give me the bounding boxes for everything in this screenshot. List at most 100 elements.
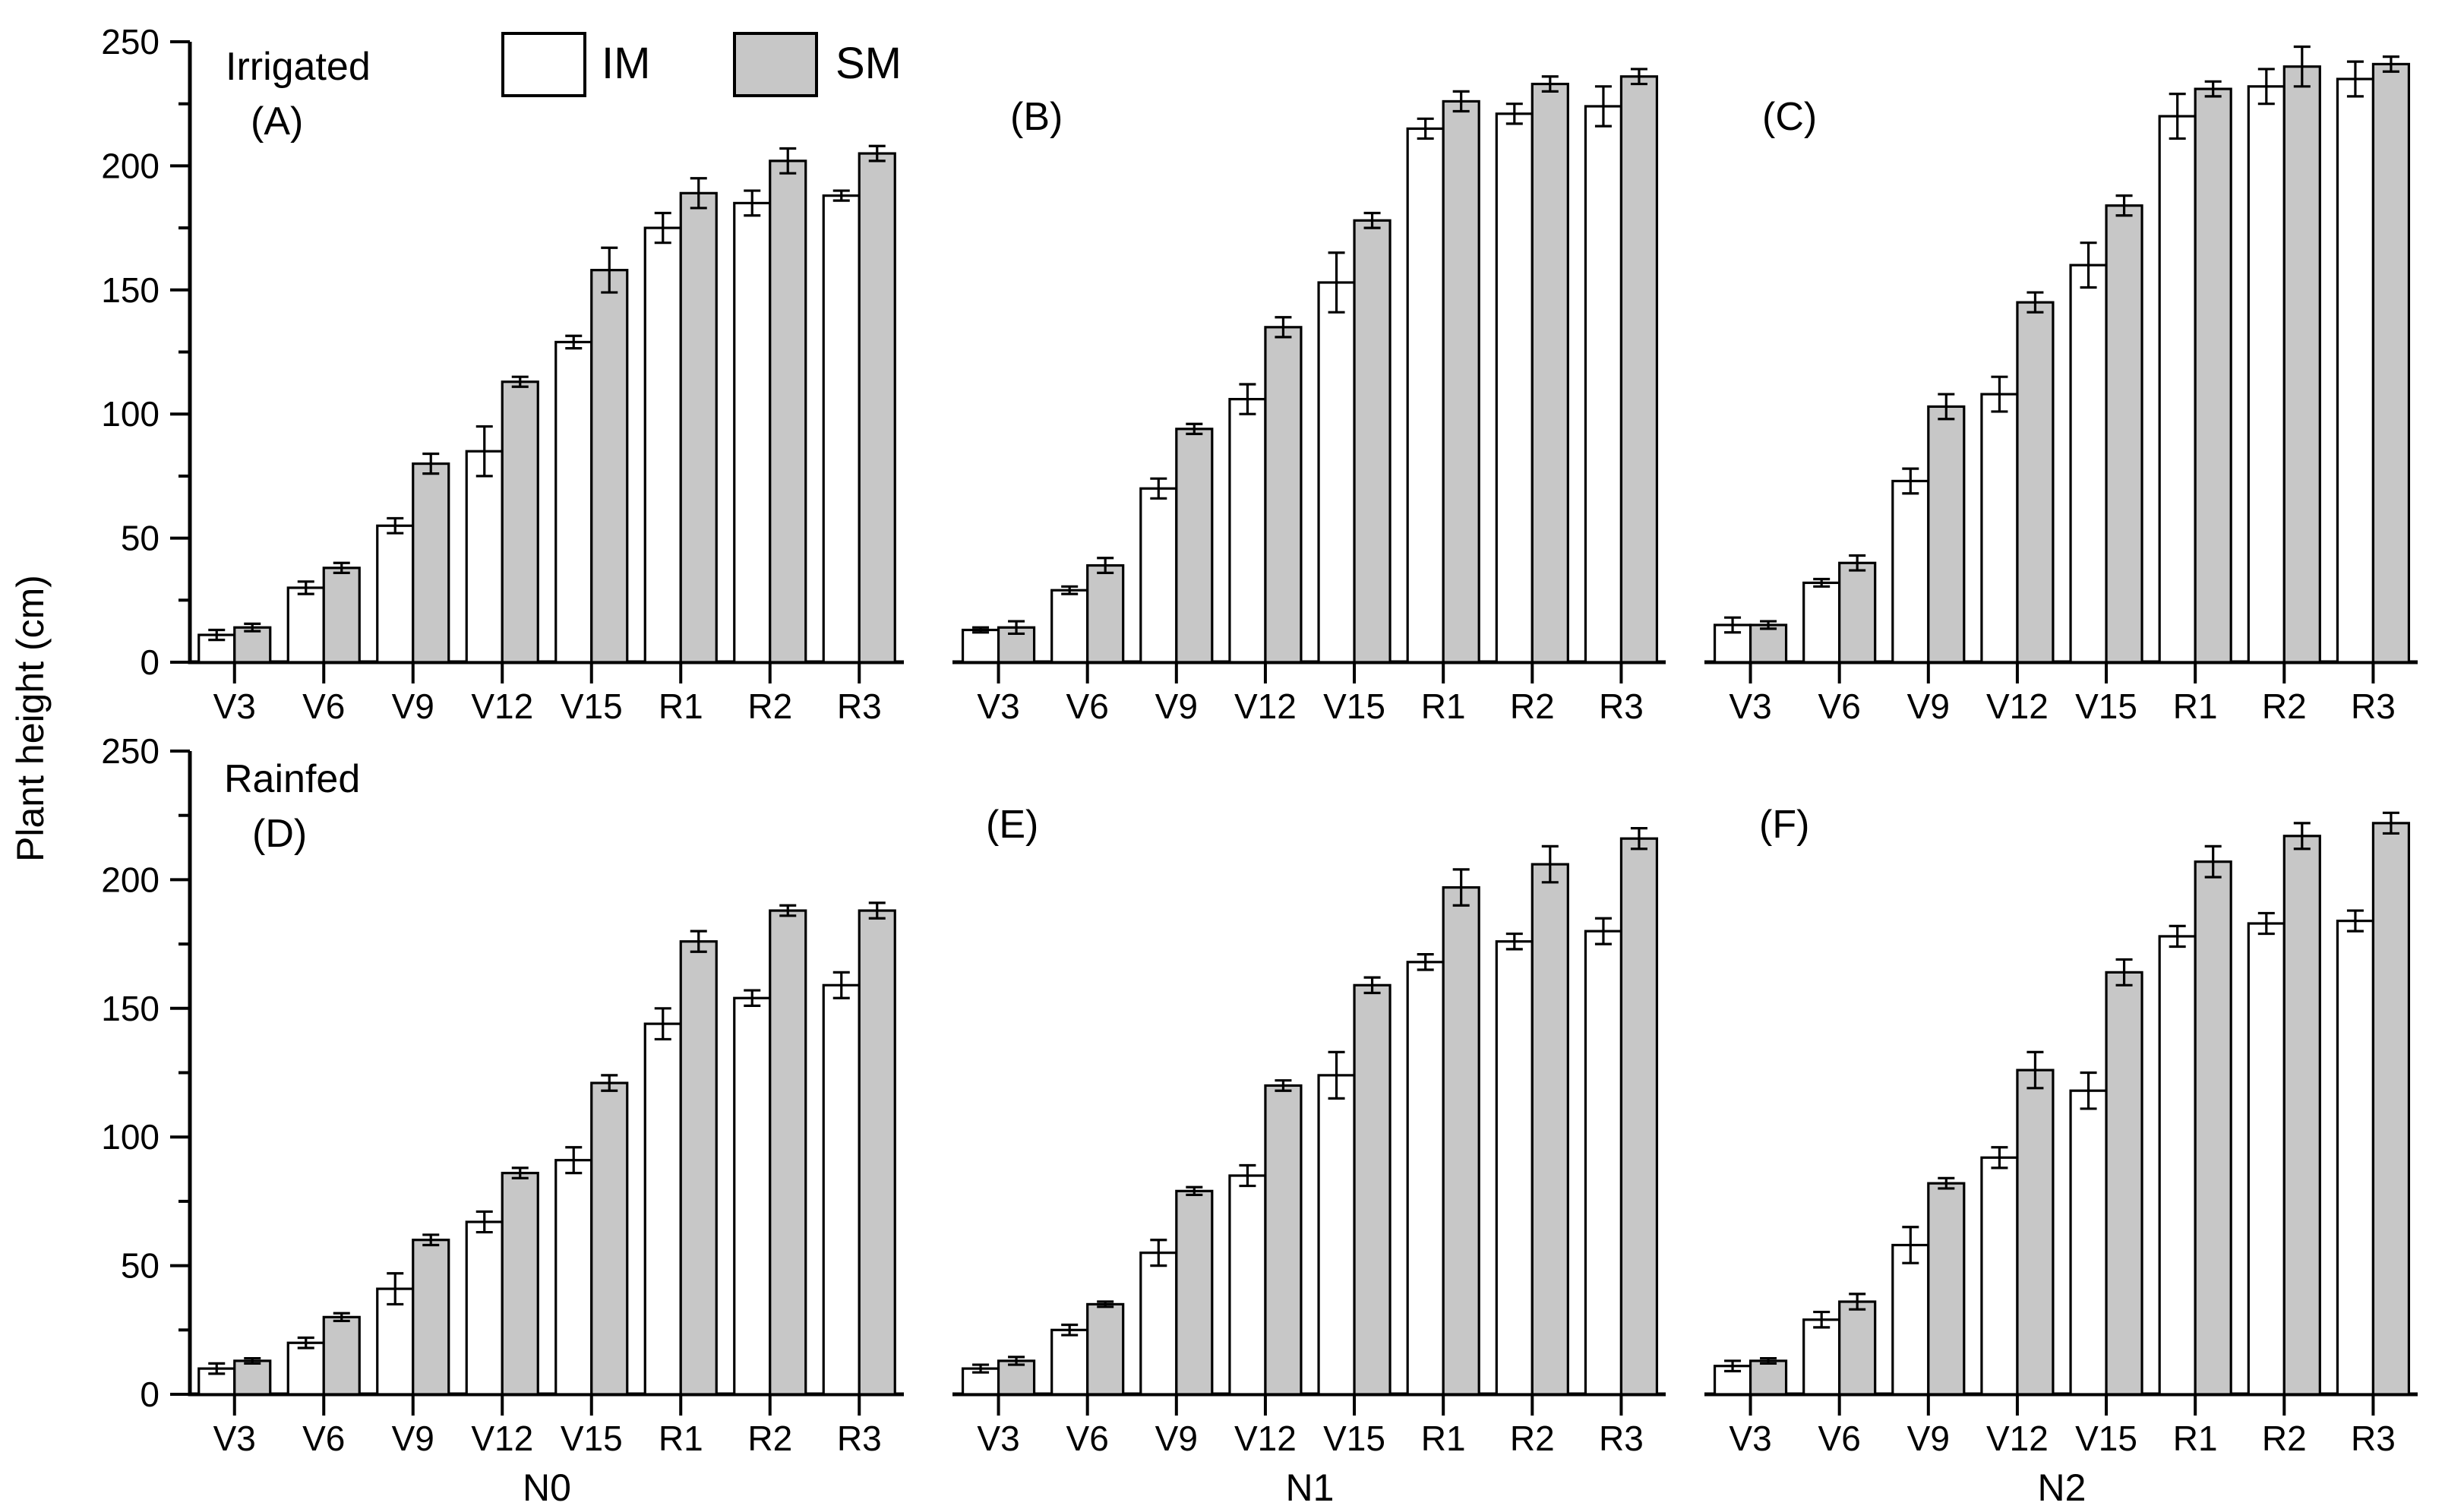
bar-im-v9 [1891, 479, 1930, 664]
error-bars [208, 144, 886, 642]
bar-im-v12 [1228, 397, 1267, 664]
svg-text:150: 150 [101, 270, 160, 310]
bar-sm-v9 [412, 462, 450, 664]
bar-im-v3 [961, 628, 1000, 664]
panel-c-chart: V3 V6 V9 V12 V15 R1 R2 R3 [1704, 45, 2418, 726]
axes [952, 1392, 1666, 1416]
svg-text:V3: V3 [1729, 687, 1771, 726]
bar-sm-r3 [858, 152, 896, 664]
svg-text:0: 0 [140, 1375, 160, 1414]
svg-text:V3: V3 [1729, 1419, 1771, 1458]
bar-sm-v12 [1264, 1084, 1303, 1396]
bar-sm-r2 [2282, 835, 2321, 1396]
axis-tick-labels: V3 V6 V9 V12 V15 R1 R2 R3 [1729, 687, 2395, 726]
svg-text:V6: V6 [1066, 1419, 1109, 1458]
bar-sm-r2 [1530, 82, 1569, 664]
svg-text:R3: R3 [837, 687, 882, 726]
panel-letter-e: (E) [986, 803, 1039, 847]
svg-text:V9: V9 [1155, 1419, 1198, 1458]
bar-im-v9 [1891, 1243, 1930, 1396]
svg-text:0: 0 [140, 642, 160, 682]
bar-sm-v15 [2105, 971, 2143, 1396]
bar-im-v12 [465, 450, 504, 664]
bar-im-r1 [1406, 961, 1445, 1396]
bar-im-r1 [643, 226, 682, 664]
svg-text:R2: R2 [747, 687, 792, 726]
svg-text:V9: V9 [1907, 687, 1950, 726]
bar-im-r2 [1495, 940, 1534, 1396]
bar-im-v6 [286, 1341, 325, 1396]
bar-sm-v9 [1175, 428, 1214, 664]
svg-text:V9: V9 [1907, 1419, 1950, 1458]
bar-sm-r1 [2194, 87, 2232, 664]
bar-im-v15 [2069, 1089, 2108, 1396]
svg-text:200: 200 [101, 860, 160, 899]
svg-text:150: 150 [101, 989, 160, 1028]
svg-text:V12: V12 [1234, 687, 1297, 726]
svg-text:V15: V15 [2075, 687, 2137, 726]
svg-text:R3: R3 [837, 1419, 882, 1458]
axis-tick-labels: V3 V6 V9 V12 V15 R1 R2 R3 [977, 1419, 1643, 1458]
bar-sm-v12 [2016, 301, 2055, 664]
bar-sm-r1 [1442, 885, 1480, 1396]
bars [197, 152, 896, 664]
bar-sm-r1 [679, 940, 718, 1396]
svg-text:V3: V3 [213, 1419, 256, 1458]
bar-sm-v12 [2016, 1069, 2055, 1396]
svg-text:V9: V9 [392, 687, 434, 726]
svg-text:V6: V6 [1818, 1419, 1861, 1458]
bar-sm-v9 [412, 1239, 450, 1396]
bar-im-v15 [554, 1159, 593, 1396]
svg-text:100: 100 [101, 1117, 160, 1157]
bar-sm-r2 [769, 159, 807, 664]
bar-im-v15 [554, 340, 593, 664]
bar-im-v12 [1980, 393, 2019, 664]
svg-text:V6: V6 [1066, 687, 1109, 726]
bar-sm-r2 [1530, 863, 1569, 1396]
panel-d-chart: 0 50 100 150 200 250 V3 V6 V9 V12 V15 R1 R2 R3 [101, 731, 904, 1458]
bars [961, 75, 1659, 664]
bar-sm-r3 [1619, 837, 1659, 1396]
svg-text:V9: V9 [1155, 687, 1198, 726]
bar-im-r1 [2158, 115, 2197, 664]
bar-sm-v15 [2105, 204, 2143, 664]
axis-tick-labels: V3 V6 V9 V12 V15 R1 R2 R3 [1729, 1419, 2395, 1458]
svg-text:V12: V12 [1986, 1419, 2049, 1458]
svg-text:V15: V15 [2075, 1419, 2137, 1458]
svg-text:R3: R3 [2351, 687, 2396, 726]
svg-text:V6: V6 [1818, 687, 1861, 726]
group-label-n1: N1 [1285, 1466, 1335, 1509]
svg-text:R1: R1 [2173, 687, 2218, 726]
bar-im-r2 [2247, 922, 2285, 1396]
bars [1713, 62, 2411, 664]
group-label-n0: N0 [523, 1466, 571, 1509]
error-bars [1724, 45, 2399, 634]
bar-im-v12 [465, 1220, 504, 1396]
error-bars [972, 827, 1647, 1374]
bar-im-v12 [1980, 1156, 2019, 1396]
condition-label-rainfed: Rainfed [224, 757, 361, 801]
svg-text:R3: R3 [1599, 1419, 1644, 1458]
panel-letter-a: (A) [251, 99, 304, 144]
bar-sm-v6 [322, 1315, 361, 1396]
svg-text:R1: R1 [1421, 687, 1466, 726]
bar-im-v6 [1050, 1328, 1089, 1396]
svg-text:50: 50 [121, 1246, 160, 1286]
svg-text:250: 250 [101, 731, 160, 771]
bar-sm-r1 [1442, 99, 1480, 664]
bar-sm-v12 [1264, 326, 1303, 664]
svg-text:V15: V15 [1323, 1419, 1385, 1458]
bar-sm-v15 [590, 1081, 629, 1396]
bar-sm-v15 [1353, 983, 1392, 1396]
bar-im-r3 [2336, 77, 2375, 664]
bar-im-r3 [822, 194, 861, 664]
svg-text:R2: R2 [2262, 1419, 2307, 1458]
bar-im-v15 [2069, 264, 2108, 664]
bar-im-r1 [2158, 935, 2197, 1396]
svg-text:V15: V15 [561, 687, 623, 726]
axes [1704, 660, 2418, 683]
bar-sm-v3 [1748, 623, 1788, 664]
error-bars [1724, 811, 2399, 1373]
svg-text:R1: R1 [659, 1419, 703, 1458]
